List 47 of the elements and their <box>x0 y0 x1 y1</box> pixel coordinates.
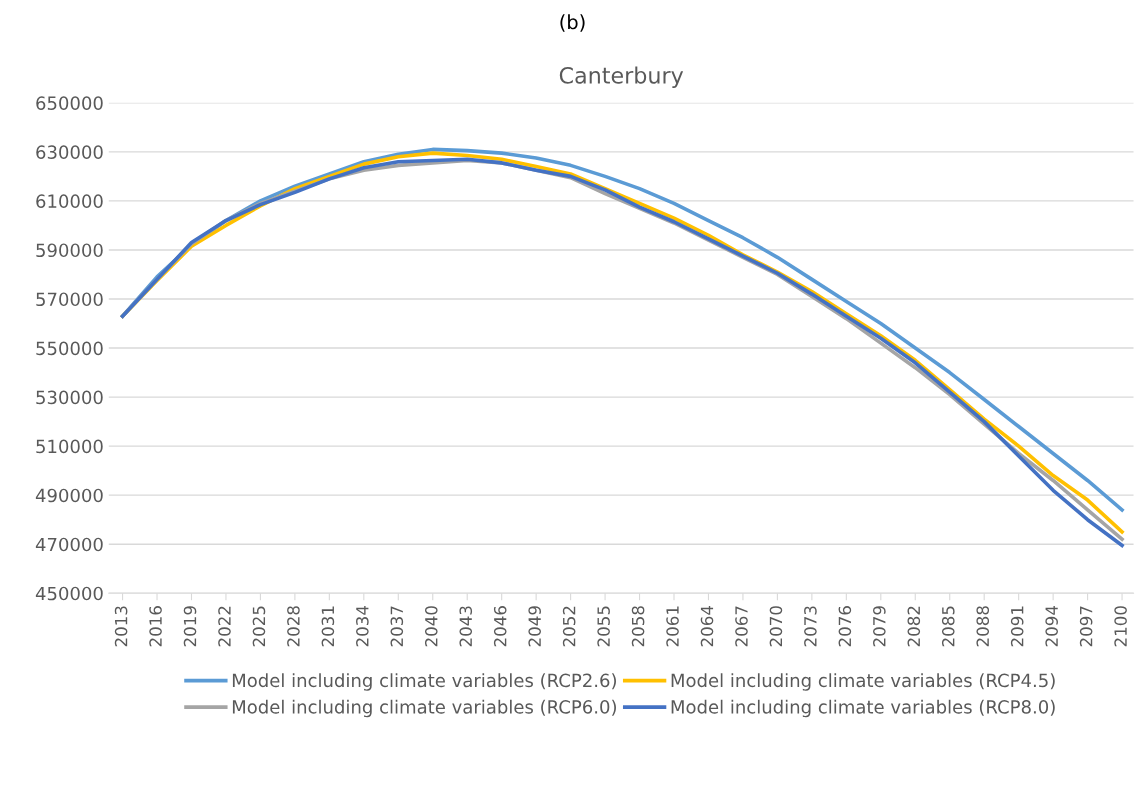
y-tick-label: 630000 <box>36 145 103 159</box>
y-tick-label: 610000 <box>36 194 103 209</box>
x-tick-label: 2100 <box>1114 606 1127 647</box>
x-tick-label: 2043 <box>459 606 473 647</box>
x-tick-label: 2031 <box>321 606 335 647</box>
x-tick-label: 2064 <box>700 605 714 647</box>
legend-label: Model including climate variables (RCP2.6) <box>232 673 616 691</box>
x-tick-label: 2013 <box>114 606 128 647</box>
x-tick-label: 2055 <box>597 606 610 647</box>
x-tick-label: 2016 <box>149 606 162 647</box>
x-tick-label: 2058 <box>631 606 645 647</box>
text: (b) <box>560 14 585 32</box>
y-tick-label: 650000 <box>36 96 103 110</box>
x-tick-label: 2073 <box>804 606 817 647</box>
x-tick-label: 2040 <box>424 606 438 647</box>
y-tick-label: 470000 <box>35 537 103 552</box>
x-tick-label: 2019 <box>183 606 197 647</box>
x-tick-label: 2034 <box>356 605 369 647</box>
x-tick-label: 2082 <box>907 606 921 647</box>
x-tick-label: 2028 <box>287 606 300 647</box>
x-tick-label: 2094 <box>1045 605 1058 647</box>
x-tick-label: 2067 <box>735 606 748 647</box>
x-tick-label: 2037 <box>390 606 404 647</box>
x-tick-label: 2079 <box>873 606 886 647</box>
y-tick-label: 550000 <box>36 341 103 356</box>
y-tick-label: 570000 <box>36 292 103 307</box>
x-tick-label: 2070 <box>769 606 783 647</box>
x-tick-label: 2061 <box>666 606 679 647</box>
y-tick-label: 590000 <box>36 243 103 258</box>
x-tick-label: 2097 <box>1079 606 1093 647</box>
x-tick-label: 2046 <box>493 606 507 647</box>
y-tick-label: 450000 <box>35 586 103 601</box>
x-tick-label: 2049 <box>528 606 541 647</box>
x-tick-label: 2088 <box>976 606 990 647</box>
x-tick-label: 2085 <box>941 606 955 647</box>
legend-label: Model including climate variables (RCP8.0) <box>671 699 1055 718</box>
y-tick-label: 530000 <box>36 390 103 405</box>
legend-label: Model including climate variables (RCP6.0) <box>232 699 616 718</box>
x-tick-label: 2052 <box>562 606 576 647</box>
x-tick-label: 2025 <box>252 606 266 647</box>
x-tick-label: 2022 <box>218 606 231 647</box>
y-tick-label: 510000 <box>36 439 103 454</box>
chart-title: Canterbury <box>559 66 684 89</box>
legend-label: Model including climate variables (RCP4.5) <box>671 673 1055 691</box>
x-tick-label: 2076 <box>838 606 852 647</box>
x-tick-label: 2091 <box>1010 606 1024 647</box>
y-tick-label: 490000 <box>35 488 103 503</box>
